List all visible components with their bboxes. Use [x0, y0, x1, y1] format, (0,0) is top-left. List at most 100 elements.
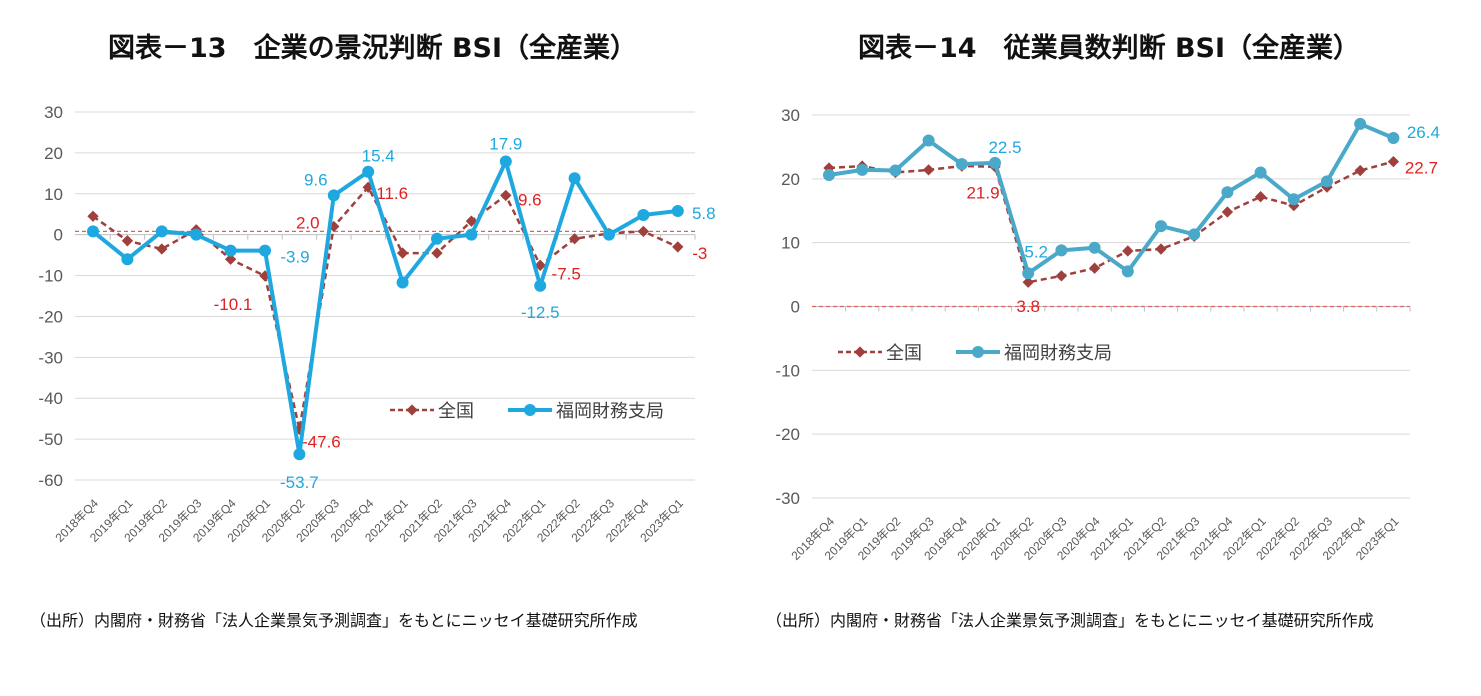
series-line-fukuoka — [828, 121, 1395, 276]
y-tick-label: -60 — [38, 471, 63, 490]
y-tick-label: -50 — [38, 430, 63, 449]
data-point-circle — [1088, 241, 1101, 254]
chart-14-title: 図表－14 従業員数判断 BSI（全産業） — [858, 33, 1361, 64]
data-point-circle — [955, 158, 968, 171]
data-label: -10.1 — [214, 295, 253, 314]
data-point-circle — [1121, 265, 1134, 278]
data-label: 5.2 — [1024, 242, 1048, 261]
data-point-circle — [1221, 186, 1234, 199]
data-point-circle — [499, 155, 512, 168]
data-label: -7.5 — [552, 264, 581, 283]
data-label: -3 — [692, 244, 707, 263]
y-tick-label: 10 — [44, 185, 63, 204]
data-point-circle — [293, 448, 306, 461]
data-label: 9.6 — [304, 170, 328, 189]
data-point-circle — [87, 225, 99, 238]
source-note-14: （出所）内閣府・財務省「法人企業景気予測調査」をもとにニッセイ基礎研究所作成 — [766, 611, 1374, 630]
data-point-circle — [431, 232, 443, 245]
y-tick-label: -20 — [38, 307, 63, 326]
data-point-diamond — [156, 243, 168, 255]
data-label: 3.8 — [1016, 297, 1040, 316]
data-point-circle — [1287, 193, 1300, 206]
data-point-circle — [224, 244, 237, 257]
data-label: -3.9 — [280, 248, 309, 267]
data-point-circle — [327, 189, 340, 202]
data-point-diamond — [1022, 276, 1034, 288]
data-point-circle — [568, 172, 581, 185]
y-tick-label: 30 — [44, 103, 63, 122]
legend-circle-icon — [524, 404, 536, 416]
data-point-diamond — [1088, 262, 1101, 274]
legend-diamond-icon — [854, 346, 866, 358]
data-point-diamond — [121, 235, 134, 247]
legend-label: 全国 — [886, 343, 922, 363]
data-point-diamond — [637, 225, 650, 238]
series-line-national — [828, 160, 1394, 284]
data-point-circle — [1155, 220, 1167, 233]
data-label: -53.7 — [280, 473, 319, 492]
y-tick-label: 0 — [54, 226, 63, 245]
data-point-circle — [362, 165, 375, 178]
y-tick-label: 10 — [781, 234, 800, 253]
y-tick-label: -30 — [775, 489, 800, 508]
data-label: 11.6 — [376, 184, 408, 203]
data-point-circle — [1321, 175, 1333, 188]
y-tick-label: 0 — [791, 298, 800, 317]
y-tick-label: 30 — [781, 106, 800, 125]
data-point-diamond — [1354, 164, 1366, 177]
data-point-diamond — [1155, 243, 1167, 255]
data-point-diamond — [431, 247, 443, 259]
data-point-diamond — [396, 247, 409, 259]
data-label: 22.5 — [988, 138, 1021, 157]
legend-circle-icon — [972, 346, 984, 358]
data-point-circle — [922, 134, 935, 147]
data-point-diamond — [500, 189, 512, 202]
data-point-circle — [190, 228, 203, 241]
data-point-circle — [637, 209, 650, 222]
data-point-circle — [465, 228, 478, 241]
data-point-circle — [1188, 228, 1201, 241]
data-point-diamond — [1055, 270, 1068, 282]
y-tick-label: -30 — [38, 348, 63, 367]
source-note-13: （出所）内閣府・財務省「法人企業景気予測調査」をもとにニッセイ基礎研究所作成 — [30, 611, 638, 630]
data-point-diamond — [672, 241, 684, 253]
data-point-circle — [889, 164, 902, 177]
chart-13-title: 図表－13 企業の景況判断 BSI（全産業） — [108, 33, 638, 64]
data-point-circle — [1387, 131, 1400, 144]
legend-diamond-icon — [406, 404, 418, 416]
data-point-circle — [603, 228, 615, 241]
data-point-circle — [259, 244, 271, 257]
data-point-diamond — [1221, 206, 1234, 218]
data-point-circle — [856, 163, 869, 176]
data-point-circle — [1022, 267, 1035, 280]
data-label: 15.4 — [362, 147, 395, 166]
data-point-circle — [671, 204, 684, 217]
data-point-circle — [534, 279, 547, 292]
data-point-diamond — [922, 164, 935, 176]
data-point-circle — [396, 276, 409, 289]
data-point-circle — [1254, 166, 1267, 179]
y-tick-label: -10 — [775, 361, 800, 380]
data-label: 22.7 — [1405, 159, 1438, 178]
data-label: -47.6 — [302, 432, 341, 451]
legend-label: 福岡財務支局 — [556, 401, 664, 421]
data-label: 2.0 — [296, 213, 320, 232]
data-point-diamond — [568, 233, 581, 245]
data-label: -12.5 — [521, 303, 560, 322]
y-tick-label: 20 — [781, 170, 800, 189]
data-label: 9.6 — [518, 190, 542, 209]
y-tick-label: -20 — [775, 425, 800, 444]
legend-label: 福岡財務支局 — [1004, 343, 1112, 363]
data-point-diamond — [1254, 191, 1267, 203]
data-point-circle — [1354, 117, 1367, 130]
legend-label: 全国 — [438, 401, 474, 421]
y-tick-label: -10 — [38, 267, 63, 286]
data-label: 21.9 — [966, 184, 999, 203]
data-point-diamond — [1387, 155, 1400, 168]
data-point-circle — [823, 169, 835, 182]
data-label: 5.8 — [692, 204, 716, 223]
data-point-circle — [155, 225, 168, 238]
data-label: 17.9 — [489, 134, 522, 153]
data-point-circle — [1055, 244, 1068, 257]
